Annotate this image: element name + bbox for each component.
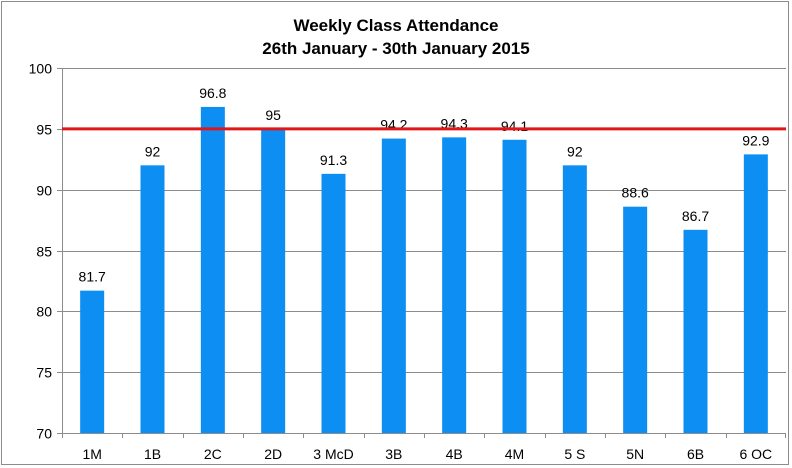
bar	[381, 138, 406, 434]
category-label: 4B	[446, 446, 463, 462]
y-tick-label: 90	[36, 183, 52, 199]
category-label: 1M	[82, 446, 101, 462]
data-label: 92	[567, 143, 583, 159]
category-label: 6B	[687, 446, 704, 462]
bar	[743, 154, 768, 433]
data-label: 95	[265, 107, 281, 123]
bar	[502, 139, 527, 434]
data-label: 81.7	[79, 269, 106, 285]
data-label: 96.8	[199, 85, 226, 101]
data-label: 92	[145, 143, 161, 159]
category-label: 2C	[204, 446, 222, 462]
category-label: 3 McD	[313, 446, 353, 462]
data-label: 92.9	[742, 132, 769, 148]
bar	[683, 229, 708, 433]
y-tick-label: 85	[36, 244, 52, 260]
category-label: 1B	[144, 446, 161, 462]
bar	[623, 206, 648, 433]
y-tick-label: 80	[36, 304, 52, 320]
bar	[442, 137, 467, 433]
data-label: 86.7	[682, 208, 709, 224]
bar	[200, 106, 225, 433]
category-label: 2D	[264, 446, 282, 462]
bar	[321, 173, 346, 433]
data-label: 91.3	[320, 152, 347, 168]
category-label: 5N	[626, 446, 644, 462]
chart-subtitle: 26th January - 30th January 2015	[262, 39, 530, 58]
bar	[140, 165, 165, 434]
y-tick-label: 70	[36, 426, 52, 442]
bar	[562, 165, 587, 434]
category-label: 5 S	[564, 446, 585, 462]
category-label: 3B	[385, 446, 402, 462]
chart-title: Weekly Class Attendance	[293, 16, 499, 35]
y-tick-label: 75	[36, 365, 52, 381]
chart-title-block: Weekly Class Attendance 26th January - 3…	[0, 14, 792, 60]
data-label: 94.1	[501, 118, 528, 134]
data-label: 88.6	[622, 185, 649, 201]
category-label: 6 OC	[739, 446, 772, 462]
bar	[261, 128, 286, 434]
category-label: 4M	[505, 446, 524, 462]
bar	[80, 290, 105, 433]
y-tick-label: 95	[36, 122, 52, 138]
y-tick-label: 100	[29, 61, 53, 77]
